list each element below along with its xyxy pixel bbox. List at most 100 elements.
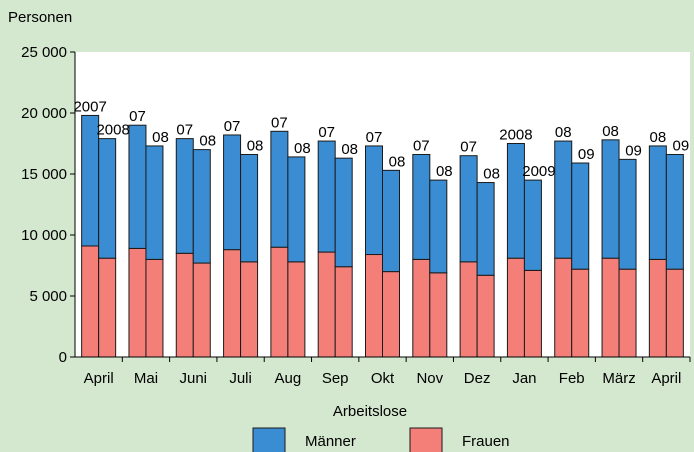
- bar-segment: [223, 249, 242, 358]
- bar-label: 2008: [499, 127, 532, 144]
- x-tick-label: Nov: [416, 370, 443, 387]
- bar-segment: [145, 145, 164, 260]
- y-tick-label: 10 000: [21, 227, 67, 244]
- x-tick-label: Dez: [464, 370, 491, 387]
- bar-segment: [601, 139, 620, 259]
- x-tick-label: April: [84, 370, 114, 387]
- bar-label: 08: [247, 137, 264, 154]
- bar-label: 2007: [73, 98, 106, 115]
- legend-swatch: [252, 427, 286, 452]
- bar-segment: [365, 254, 383, 358]
- bar-segment: [429, 272, 448, 358]
- bar-segment: [192, 149, 211, 264]
- bar-segment: [554, 140, 573, 259]
- bar-segment: [270, 246, 289, 358]
- x-axis-title: Arbeitslose: [333, 403, 407, 420]
- bar-label: 07: [413, 137, 430, 154]
- x-tick-label: Feb: [559, 370, 585, 387]
- legend-label: Frauen: [462, 433, 510, 450]
- bar-label: 07: [271, 114, 288, 131]
- bar-segment: [382, 169, 400, 273]
- x-tick-label: April: [651, 370, 681, 387]
- bar-segment: [317, 251, 336, 358]
- y-tick-label: 5 000: [29, 288, 67, 305]
- bar-segment: [476, 182, 495, 276]
- bar-label: 08: [294, 140, 311, 157]
- bar-segment: [240, 153, 259, 263]
- bar-segment: [476, 274, 495, 358]
- bar-segment: [601, 257, 620, 358]
- x-tick-label: Okt: [371, 370, 395, 387]
- bar-segment: [175, 252, 194, 358]
- x-tick-label: März: [602, 370, 635, 387]
- x-tick-label: Juli: [229, 370, 252, 387]
- bar-segment: [98, 138, 117, 259]
- bar-segment: [459, 155, 478, 263]
- bar-label: 07: [366, 129, 383, 146]
- bar-label: 07: [460, 139, 477, 156]
- bar-label: 07: [318, 124, 335, 141]
- legend-label: Männer: [305, 433, 356, 450]
- bar-label: 08: [341, 141, 358, 158]
- bar-segment: [175, 138, 194, 254]
- bar-label: 08: [602, 123, 619, 140]
- bar-segment: [506, 257, 525, 358]
- bar-segment: [648, 145, 667, 260]
- bar-label: 09: [673, 137, 690, 154]
- bar-segment: [334, 157, 353, 268]
- bar-label: 07: [224, 118, 241, 135]
- bar-label: 08: [389, 153, 406, 170]
- bar-segment: [145, 258, 164, 358]
- bar-segment: [665, 268, 684, 358]
- bar-segment: [270, 130, 289, 248]
- y-tick-label: 20 000: [21, 105, 67, 122]
- bar-segment: [571, 268, 590, 358]
- bar-label: 07: [129, 108, 146, 125]
- bar-label: 08: [483, 166, 500, 183]
- bar-segment: [382, 271, 400, 358]
- bar-segment: [506, 143, 525, 259]
- bar-segment: [128, 247, 147, 358]
- bar-segment: [412, 258, 431, 358]
- bar-segment: [192, 262, 211, 358]
- y-tick-label: 25 000: [21, 44, 67, 61]
- bar-segment: [523, 269, 542, 358]
- bar-segment: [98, 257, 117, 358]
- bar-segment: [240, 261, 259, 358]
- bar-label: 07: [176, 122, 193, 139]
- bar-segment: [81, 245, 100, 358]
- bar-label: 09: [625, 142, 642, 159]
- bar-segment: [665, 153, 684, 270]
- bar-segment: [334, 266, 353, 358]
- bar-segment: [618, 268, 637, 358]
- x-tick-label: Juni: [180, 370, 208, 387]
- bar-segment: [523, 179, 542, 271]
- bar-label: 09: [578, 146, 595, 163]
- bar-label: 08: [650, 129, 667, 146]
- bar-segment: [365, 145, 383, 256]
- x-tick-label: Sep: [322, 370, 349, 387]
- bar-label: 08: [199, 133, 216, 150]
- bar-label: 08: [152, 129, 169, 146]
- bar-segment: [429, 179, 448, 274]
- bar-segment: [287, 261, 306, 358]
- x-tick-label: Aug: [275, 370, 302, 387]
- bar-label: 08: [555, 124, 572, 141]
- bar-segment: [459, 261, 478, 358]
- y-tick-label: 15 000: [21, 166, 67, 183]
- bar-segment: [571, 162, 590, 270]
- bar-segment: [128, 124, 147, 249]
- bar-label: 2008: [96, 122, 129, 139]
- bar-segment: [317, 140, 336, 253]
- bar-segment: [223, 134, 242, 251]
- y-tick-label: 0: [59, 349, 67, 366]
- bar-label: 2009: [522, 163, 555, 180]
- x-tick-label: Jan: [512, 370, 536, 387]
- y-axis-title: Personen: [8, 9, 72, 26]
- x-tick-label: Mai: [134, 370, 158, 387]
- bar-segment: [648, 258, 667, 358]
- bar-segment: [287, 156, 306, 263]
- bar-segment: [618, 158, 637, 270]
- bar-segment: [554, 257, 573, 358]
